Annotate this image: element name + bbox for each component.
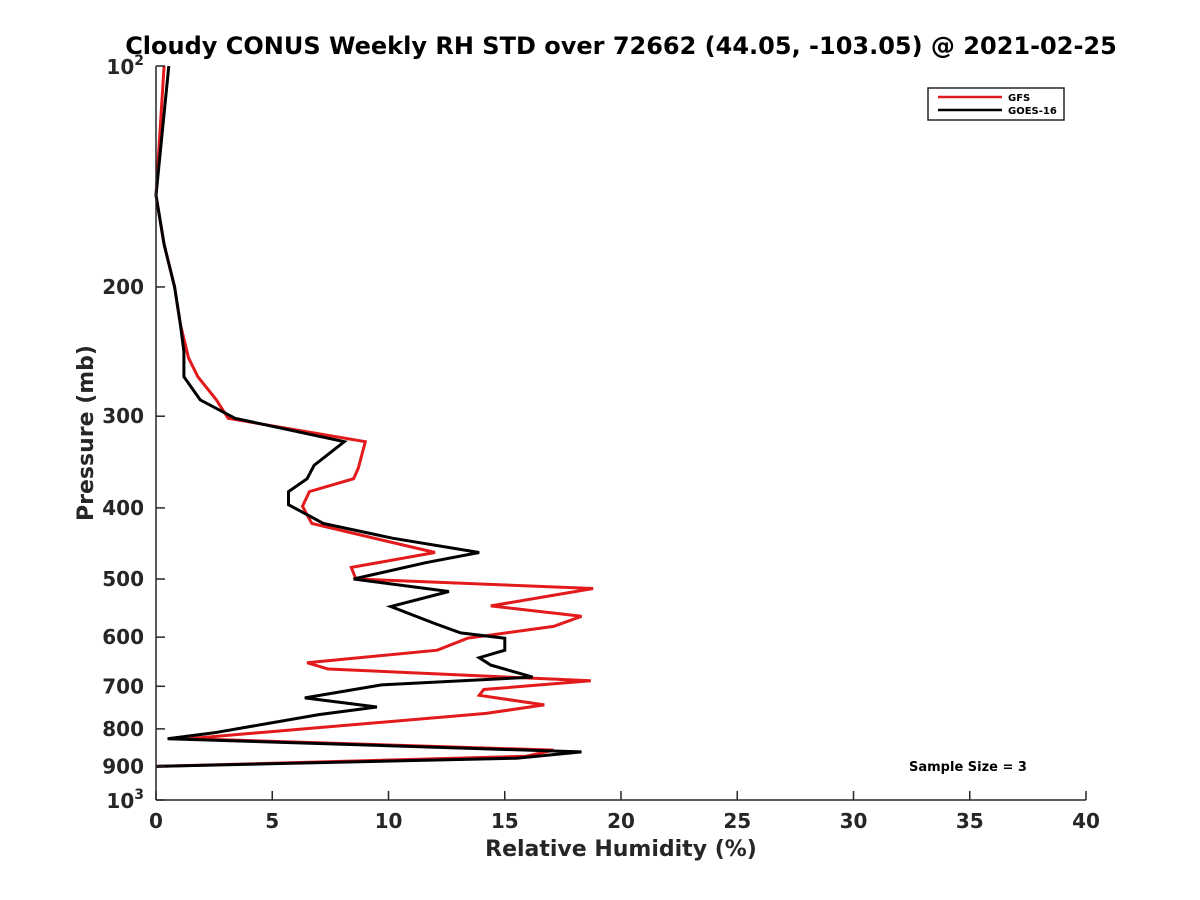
- x-tick-label: 25: [723, 809, 751, 833]
- x-tick-label: 20: [607, 809, 635, 833]
- legend-label-goes16: GOES-16: [1008, 106, 1057, 117]
- y-tick-label: 500: [102, 567, 144, 591]
- y-tick-label: 600: [102, 625, 144, 649]
- y-tick-label: 800: [102, 717, 144, 741]
- x-tick-label: 0: [149, 809, 163, 833]
- x-tick-label: 15: [491, 809, 519, 833]
- y-tick-label: 900: [102, 754, 144, 778]
- chart-title: Cloudy CONUS Weekly RH STD over 72662 (4…: [125, 32, 1117, 60]
- x-tick-label: 5: [265, 809, 279, 833]
- legend-label-gfs: GFS: [1008, 93, 1030, 104]
- legend: GFS GOES-16: [927, 87, 1065, 121]
- series-line-goes-16: [154, 65, 582, 768]
- y-tick-label: 300: [102, 404, 144, 428]
- plot-area: 0 5 10 15 20 25 30 35 40 200 300 400 500 600 700 800 900…: [102, 53, 1100, 833]
- x-tick-label: 30: [840, 809, 868, 833]
- y-tick-label: 200: [102, 275, 144, 299]
- y-axis-label: Pressure (mb): [74, 345, 99, 521]
- legend-box: [927, 87, 1065, 121]
- sample-size-annotation: Sample Size = 3: [909, 760, 1027, 775]
- x-tick-label: 40: [1072, 809, 1100, 833]
- x-tick-label: 35: [956, 809, 984, 833]
- series-layer: [154, 65, 594, 768]
- ticks-layer: 0 5 10 15 20 25 30 35 40 200 300 400 500 600 700 800 900…: [102, 53, 1100, 833]
- y-tick-label: 700: [102, 674, 144, 698]
- x-tick-label: 10: [375, 809, 403, 833]
- y-tick-label: 400: [102, 496, 144, 520]
- x-axis-label: Relative Humidity (%): [485, 837, 757, 862]
